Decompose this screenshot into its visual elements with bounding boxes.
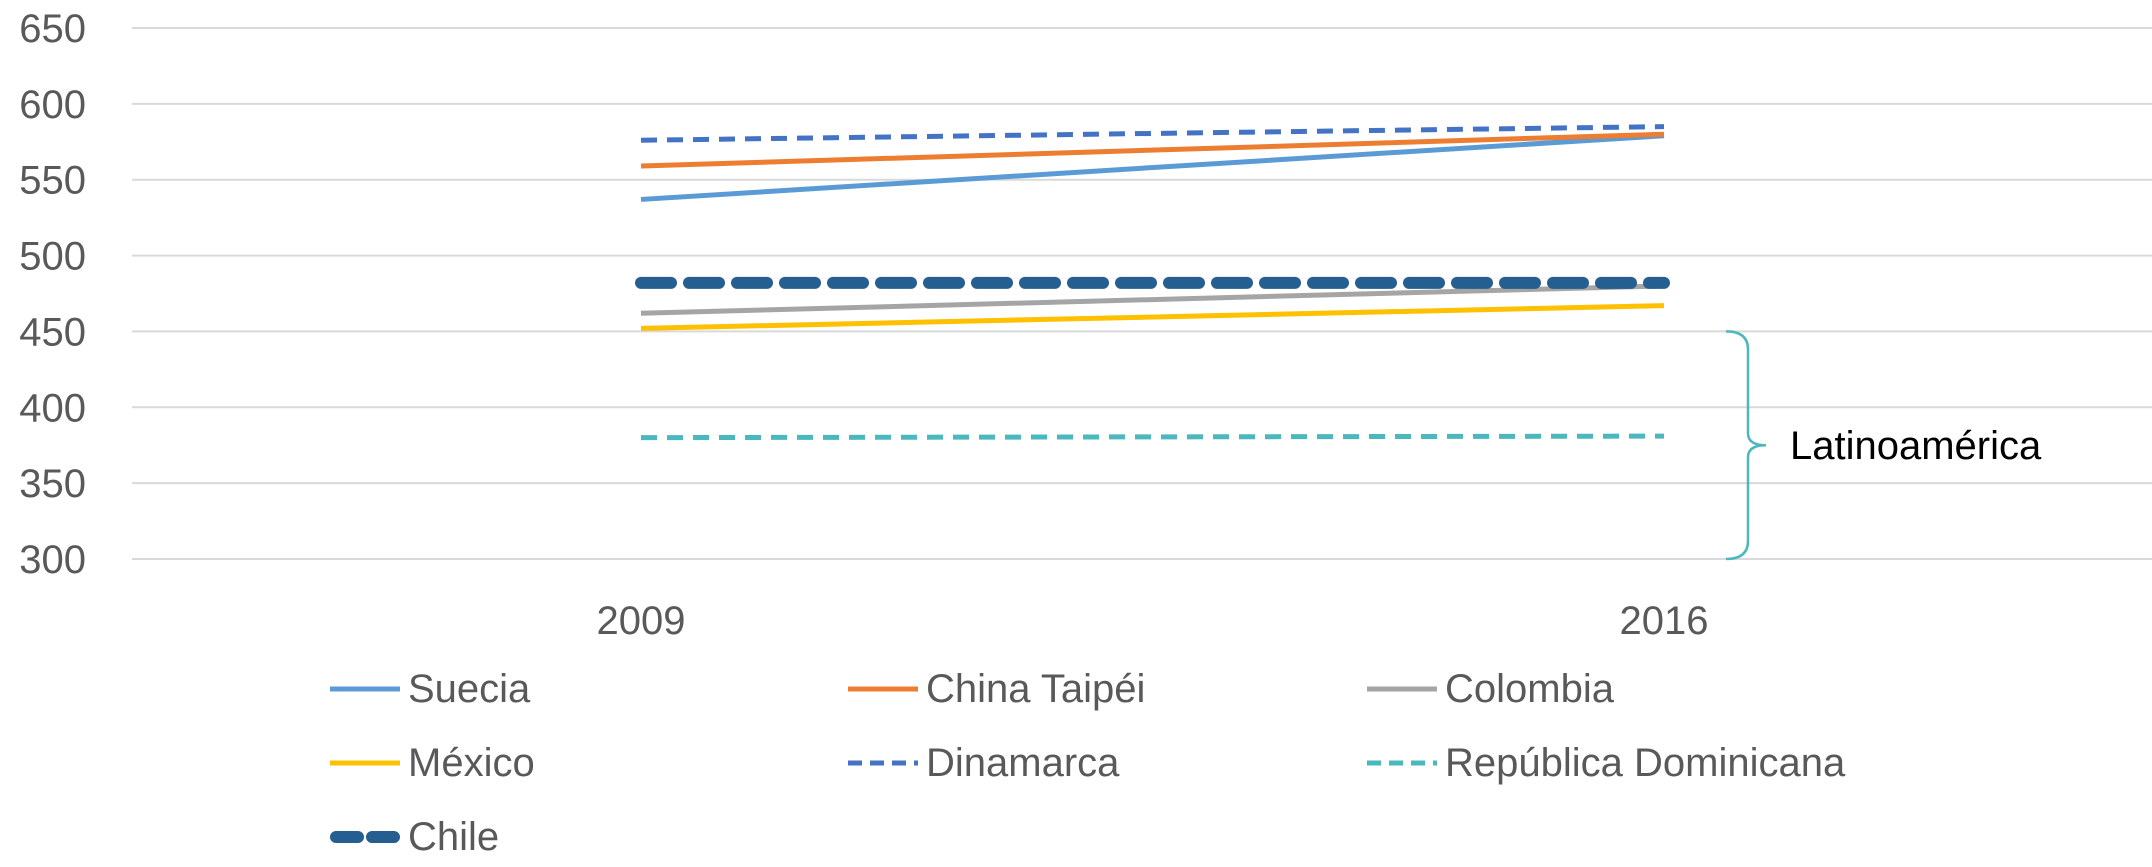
gridlines: [132, 27, 2152, 560]
y-tick-label-350: 350: [19, 462, 86, 506]
annotation-brace: [1725, 330, 1767, 561]
legend-item-colombia: Colombia: [1367, 667, 1615, 711]
legend-item-china-taipéi: China Taipéi: [848, 667, 1145, 711]
y-tick-label-450: 450: [19, 310, 86, 354]
legend-label-méxico: México: [408, 741, 535, 785]
y-tick-label-500: 500: [19, 235, 86, 279]
legend: Suecia China Taipéi Colombia México Dinamarc…: [330, 667, 1846, 859]
y-tick-label-650: 650: [19, 7, 86, 51]
legend-item-república-dominicana: República Dominicana: [1367, 741, 1846, 785]
latinoamerica-annotation: Latinoamérica: [1725, 330, 2042, 561]
y-tick-label-600: 600: [19, 83, 86, 127]
y-tick-label-400: 400: [19, 386, 86, 430]
legend-label-suecia: Suecia: [408, 667, 531, 711]
legend-item-suecia: Suecia: [330, 667, 531, 711]
legend-item-chile: Chile: [330, 815, 499, 859]
legend-label-colombia: Colombia: [1445, 667, 1615, 711]
series-line-méxico: [640, 303, 1665, 331]
legend-label-chile: Chile: [408, 815, 499, 859]
x-tick-label-2016: 2016: [1620, 599, 1709, 643]
legend-label-dinamarca: Dinamarca: [926, 741, 1120, 785]
series-line-colombia: [640, 283, 1665, 316]
x-axis-tick-labels: 2009 2016: [597, 599, 1709, 643]
series-lines: [635, 124, 1670, 441]
y-tick-label-550: 550: [19, 159, 86, 203]
legend-item-méxico: México: [330, 741, 535, 785]
y-axis-tick-labels: 300 350 400 450 500 550 600 650: [19, 7, 86, 582]
y-tick-label-300: 300: [19, 538, 86, 582]
series-line-china-taipéi: [640, 131, 1665, 169]
legend-label-república-dominicana: República Dominicana: [1445, 741, 1846, 785]
legend-item-dinamarca: Dinamarca: [848, 741, 1120, 785]
annotation-label: Latinoamérica: [1790, 424, 2042, 468]
series-line-suecia: [640, 133, 1665, 202]
series-line-dinamarca: [640, 124, 1665, 143]
x-tick-label-2009: 2009: [597, 599, 686, 643]
legend-label-china-taipéi: China Taipéi: [926, 667, 1145, 711]
series-line-república-dominicana: [640, 433, 1665, 441]
